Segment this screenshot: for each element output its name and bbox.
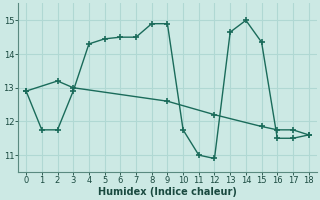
- X-axis label: Humidex (Indice chaleur): Humidex (Indice chaleur): [98, 187, 237, 197]
